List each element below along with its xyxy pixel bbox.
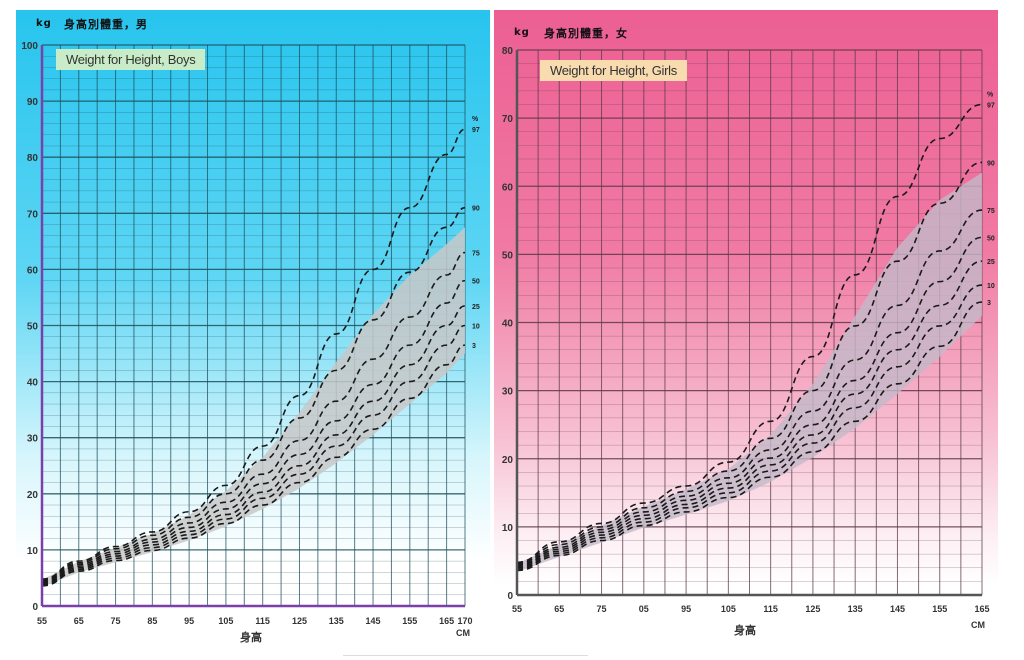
- boys-x-tick-label: 145: [366, 616, 381, 626]
- girls-y-tick-label: 50: [502, 250, 514, 261]
- bottom-divider: [343, 655, 588, 660]
- girls-x-tick-label: 145: [890, 604, 905, 614]
- boys-percentile-label: 50: [472, 279, 480, 286]
- boys-curve-p75: [41, 251, 466, 583]
- boys-curve-p90: [41, 206, 466, 581]
- boys-x-axis-title: 身高: [240, 631, 262, 644]
- boys-y-tick-label: 90: [27, 97, 39, 108]
- boys-y-tick-label: 30: [27, 434, 39, 445]
- girls-shaded-band: [517, 172, 982, 572]
- girls-y-tick-label: 70: [502, 114, 514, 125]
- boys-x-tick-label: 165: [439, 616, 454, 626]
- boys-x-tick-label: 75: [111, 616, 121, 626]
- boys-y-tick-label: 40: [27, 378, 39, 389]
- boys-y-tick-label: 20: [27, 490, 39, 501]
- girls-x-tick-label: 115: [763, 604, 778, 614]
- girls-percentile-label: 10: [987, 283, 995, 290]
- girls-legend: Weight for Height, Girls: [540, 60, 687, 81]
- boys-percent-symbol: %: [472, 116, 479, 123]
- girls-y-tick-label: 10: [502, 523, 514, 534]
- boys-x-tick-label: 125: [292, 616, 307, 626]
- girls-curve-p3: [516, 301, 983, 572]
- boys-y-tick-label: 60: [27, 265, 39, 276]
- boys-curve-p97: [41, 128, 466, 580]
- girls-percentile-label: 50: [987, 235, 995, 242]
- boys-x-tick-label: 155: [402, 616, 417, 626]
- boys-x-tick-label: 85: [147, 616, 157, 626]
- boys-plot: 97 90 75 50 25 10 3% 0 10 20 30 40 50 60 70 80 90 100 55 65…: [21, 41, 480, 626]
- girls-percentile-label: 75: [987, 208, 995, 215]
- girls-x-tick-label: 135: [848, 604, 863, 614]
- boys-percentile-label: 25: [472, 304, 480, 311]
- boys-curve-p3: [41, 344, 466, 587]
- boys-shaded-band: [42, 227, 465, 587]
- boys-x-tick-label: 65: [74, 616, 84, 626]
- girls-x-tick-label: 105: [721, 604, 736, 614]
- boys-curve-p50: [41, 279, 466, 584]
- girls-curve-p75: [516, 209, 983, 566]
- boys-percentile-label: 90: [472, 206, 480, 213]
- boys-curve-p25: [41, 305, 466, 585]
- boys-percentile-label: 10: [472, 324, 480, 331]
- boys-y-tick-label: 80: [27, 153, 39, 164]
- girls-curve-p50: [516, 236, 983, 568]
- girls-y-tick-label: 60: [502, 182, 514, 193]
- girls-y-tick-label: 40: [502, 319, 514, 330]
- girls-y-tick-label: 20: [502, 455, 514, 466]
- girls-x-tick-label: 75: [597, 604, 607, 614]
- boys-y-tick-label: 0: [32, 602, 38, 613]
- girls-percent-symbol: %: [987, 92, 994, 99]
- girls-x-tick-label: 65: [554, 604, 564, 614]
- boys-curve-p10: [41, 324, 466, 586]
- girls-x-tick-label: 95: [681, 604, 691, 614]
- girls-y-tick-label: 0: [507, 591, 513, 602]
- girls-curve-p97: [516, 103, 983, 564]
- girls-curve-p25: [516, 260, 983, 569]
- boys-header-title: 身高別體重，男: [64, 18, 148, 31]
- girls-percentile-label: 97: [987, 103, 995, 110]
- girls-percentile-label: 3: [987, 300, 991, 307]
- boys-percentile-label: 75: [472, 251, 480, 258]
- girls-percentile-label: 25: [987, 259, 995, 266]
- girls-x-axis-title: 身高: [734, 624, 756, 637]
- boys-x-tick-label: 105: [218, 616, 233, 626]
- boys-y-tick-label: 10: [27, 546, 39, 557]
- boys-percentile-label: 3: [472, 343, 476, 350]
- boys-x-unit: CM: [456, 628, 470, 638]
- girls-y-unit: kg: [514, 27, 530, 38]
- girls-x-unit: CM: [971, 620, 985, 630]
- girls-x-tick-label: 165: [974, 604, 989, 614]
- boys-legend: Weight for Height, Boys: [56, 49, 206, 70]
- boys-y-unit: kg: [36, 18, 52, 29]
- girls-plot: 97 90 75 50 25 10 3% 0 10 20 30 40 50 60 70 80 55 65 75 05 9…: [502, 46, 995, 614]
- boys-x-tick-label: 170: [457, 616, 472, 626]
- boys-y-tick-label: 100: [21, 41, 38, 52]
- girls-x-tick-label: 55: [512, 604, 522, 614]
- boys-x-tick-label: 95: [184, 616, 194, 626]
- boys-percentile-label: 97: [472, 127, 480, 134]
- girls-header-title: 身高別體重，女: [544, 27, 628, 40]
- girls-x-tick-label: 125: [805, 604, 820, 614]
- girls-x-tick-label: 05: [639, 604, 649, 614]
- boys-x-tick-label: 115: [255, 616, 270, 626]
- boys-x-tick-label: 55: [37, 616, 47, 626]
- girls-percentile-label: 90: [987, 160, 995, 167]
- boys-y-tick-label: 70: [27, 209, 39, 220]
- girls-curve-p90: [516, 161, 983, 565]
- girls-y-tick-label: 80: [502, 46, 514, 57]
- boys-x-tick-label: 135: [329, 616, 344, 626]
- girls-x-tick-label: 155: [932, 604, 947, 614]
- girls-y-tick-label: 30: [502, 387, 514, 398]
- girls-curve-p10: [516, 284, 983, 570]
- boys-y-tick-label: 50: [27, 322, 39, 333]
